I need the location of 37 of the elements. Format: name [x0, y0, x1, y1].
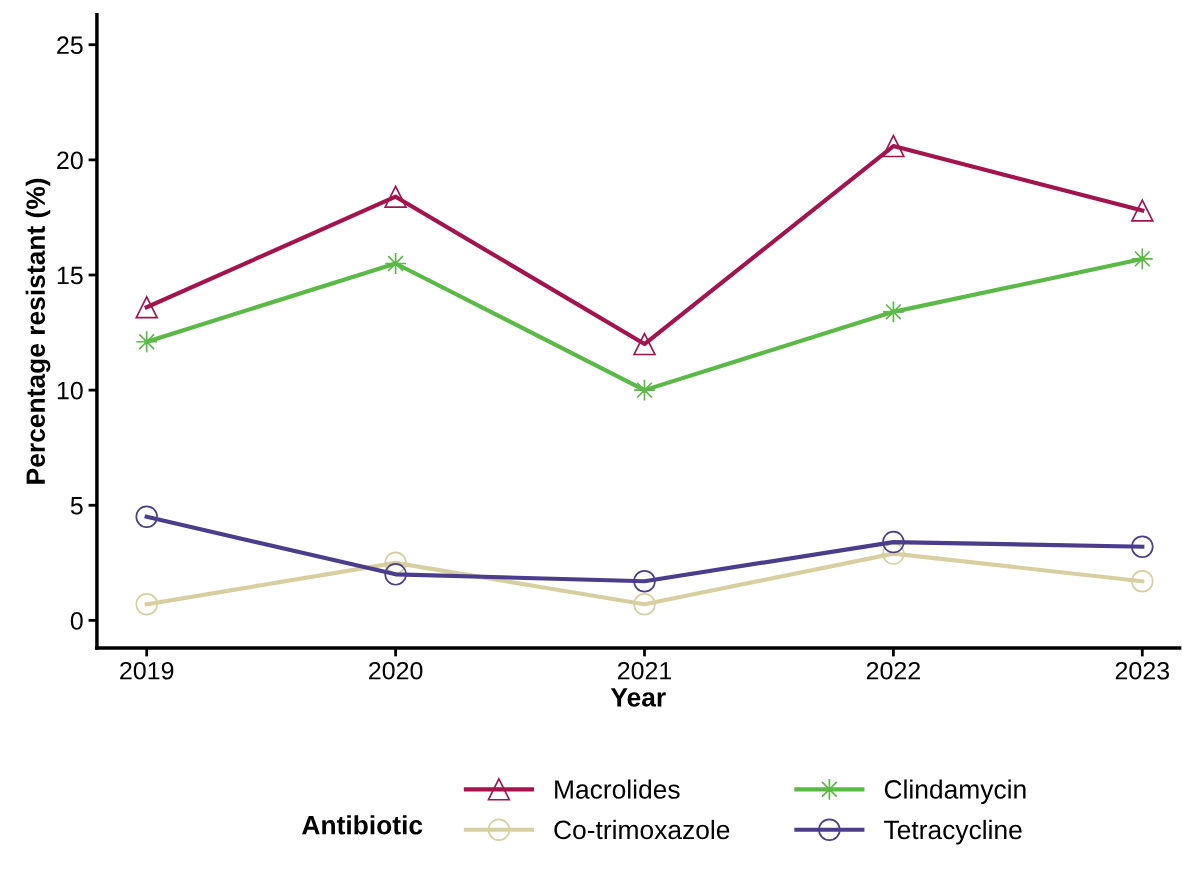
legend-label: Tetracycline — [884, 819, 1022, 845]
y-tick-label: 20 — [57, 151, 83, 170]
point — [633, 332, 656, 356]
x-tick-label: 2021 — [617, 661, 672, 680]
point — [633, 593, 656, 616]
point — [135, 330, 158, 354]
point — [633, 378, 656, 402]
legend-label: Co-trimoxazole — [554, 819, 730, 840]
x-tick-label: 2020 — [369, 661, 423, 680]
point — [1131, 199, 1154, 222]
y-tick-label: 25 — [57, 36, 83, 55]
point — [384, 185, 407, 208]
x-axis-title: Year — [610, 688, 666, 707]
point — [882, 542, 905, 565]
y-tick-label: 5 — [70, 497, 83, 515]
y-tick-label: 15 — [57, 266, 83, 285]
y-axis-title: Percentage resistant (%) — [25, 178, 51, 484]
x-tick-label: 2019 — [120, 661, 174, 680]
x-tick-label: 2022 — [866, 661, 920, 680]
x-tick-label: 2023 — [1115, 661, 1170, 680]
point — [135, 295, 158, 319]
legend-label: Macrolides — [555, 779, 680, 799]
point — [135, 593, 158, 616]
point — [135, 505, 158, 529]
y-tick-label: 10 — [57, 381, 83, 400]
point — [1131, 535, 1154, 558]
point — [882, 134, 905, 158]
legend-title: Antibiotic — [302, 815, 423, 835]
point — [882, 530, 905, 554]
point — [384, 563, 407, 586]
y-tick-label: 0 — [70, 611, 83, 630]
point — [1131, 247, 1154, 271]
point — [633, 569, 656, 593]
point — [882, 300, 905, 324]
legend-label: Clindamycin — [884, 779, 1026, 805]
point — [1131, 569, 1154, 593]
point — [384, 252, 407, 275]
